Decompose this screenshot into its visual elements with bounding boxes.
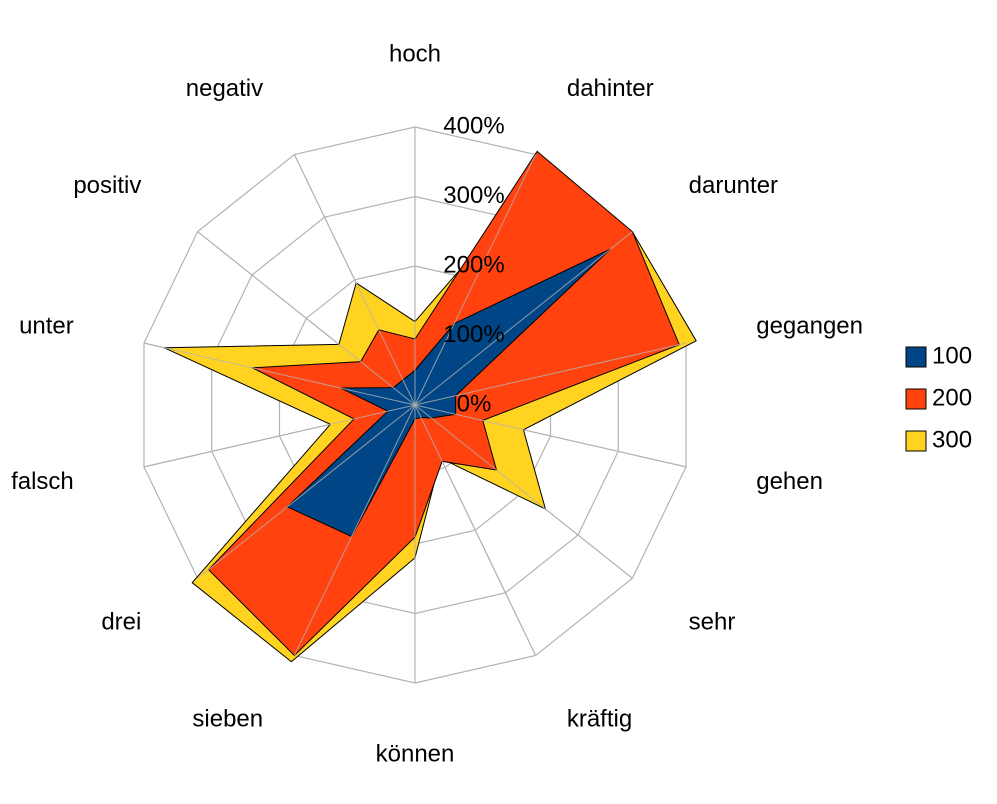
category-label: darunter [689, 172, 778, 199]
spoke-overlay [143, 404, 416, 468]
spoke-overlay [143, 342, 416, 406]
category-label: können [376, 740, 455, 767]
r-tick-label: 200% [443, 251, 504, 278]
r-tick-label: 300% [443, 182, 504, 209]
spoke-overlay [414, 404, 633, 579]
category-label: kräftig [567, 706, 632, 733]
category-label: hoch [389, 40, 441, 67]
category-label: drei [101, 609, 141, 636]
spoke-overlay [197, 231, 416, 406]
r-tick-label: 400% [443, 112, 504, 139]
legend-swatch [905, 346, 927, 368]
category-label: gehen [756, 468, 823, 495]
spoke-overlay [197, 404, 416, 579]
category-label: gegangen [756, 312, 863, 339]
legend-swatch [905, 430, 927, 452]
legend-label: 300 [932, 426, 972, 453]
category-label: unter [19, 312, 74, 339]
legend-label: 200 [932, 384, 972, 411]
spoke-overlay [414, 154, 537, 406]
r-tick-label: 0% [457, 390, 492, 417]
legend-swatch [905, 388, 927, 410]
r-tick-label: 100% [443, 321, 504, 348]
category-label: falsch [11, 468, 74, 495]
category-label: positiv [73, 172, 141, 199]
category-label: negativ [186, 75, 263, 102]
spoke-overlay [414, 404, 687, 468]
category-label: sehr [689, 609, 736, 636]
spoke-overlay [414, 404, 537, 656]
spoke-overlay [293, 404, 416, 656]
spoke-overlay [414, 342, 687, 406]
spoke-overlay [414, 231, 633, 406]
legend-label: 100 [932, 342, 972, 369]
spoke-overlay [293, 154, 416, 406]
category-label: dahinter [567, 75, 654, 102]
category-label: sieben [192, 706, 263, 733]
